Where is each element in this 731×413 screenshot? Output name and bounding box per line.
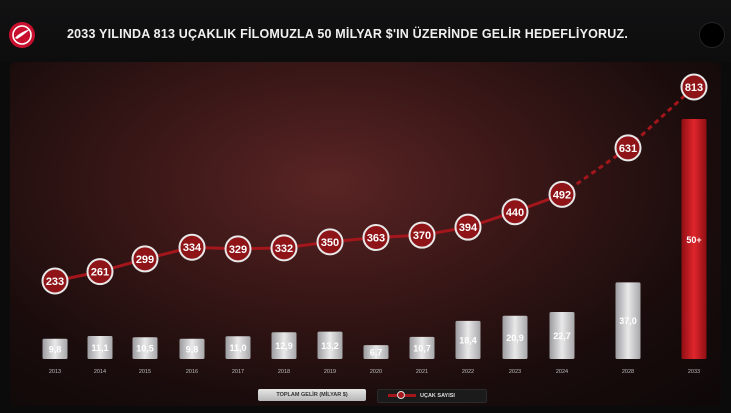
x-tick-2013: 2013 xyxy=(49,369,61,375)
aircraft-label-2018: 332 xyxy=(275,243,293,255)
bar-label-2016: 9,8 xyxy=(186,344,199,354)
x-tick-2019: 2019 xyxy=(324,369,336,375)
aircraft-marker-2016 xyxy=(178,233,206,261)
bar-label-2015: 10,5 xyxy=(136,344,154,354)
aircraft-label-2014: 261 xyxy=(91,267,109,279)
x-tick-2024: 2024 xyxy=(556,369,568,375)
bar-label-2028: 37,0 xyxy=(619,316,637,326)
aircraft-label-2023: 440 xyxy=(506,207,524,219)
bar-2013 xyxy=(42,338,68,359)
x-tick-2017: 2017 xyxy=(232,369,244,375)
bar-label-2021: 10,7 xyxy=(413,343,431,353)
bar-label-2022: 18,4 xyxy=(459,335,477,345)
legend-item-revenue: TOPLAM GELİR (MİLYAR $) xyxy=(258,389,366,401)
x-tick-2033: 2033 xyxy=(688,369,700,375)
x-tick-2016: 2016 xyxy=(186,369,198,375)
aircraft-label-2013: 233 xyxy=(46,276,64,288)
bar-2018 xyxy=(271,332,297,359)
aircraft-marker-2028 xyxy=(614,134,642,162)
aircraft-label-2017: 329 xyxy=(229,244,247,256)
bar-2020 xyxy=(363,345,389,359)
aircraft-label-2033: 813 xyxy=(685,82,703,94)
bar-2028 xyxy=(615,282,641,359)
bar-label-2018: 12,9 xyxy=(275,341,293,351)
aircraft-label-2019: 350 xyxy=(321,237,339,249)
aircraft-line-solid xyxy=(54,192,563,283)
x-tick-2014: 2014 xyxy=(94,369,106,375)
aircraft-marker-2013 xyxy=(41,267,69,295)
bar-label-2024: 22,7 xyxy=(553,331,571,341)
aircraft-marker-2021 xyxy=(408,221,436,249)
page-title: 2033 YILINDA 813 UÇAKLIK FİLOMUZLA 50 Mİ… xyxy=(67,27,629,41)
bar-label-2019: 13,2 xyxy=(321,341,339,351)
aircraft-marker-2019 xyxy=(316,228,344,256)
bar-label-2017: 11,0 xyxy=(229,343,246,353)
bar-2033 xyxy=(681,119,707,359)
bar-label-2023: 20,9 xyxy=(506,333,524,343)
legend-label-revenue: TOPLAM GELİR (MİLYAR $) xyxy=(276,392,348,398)
x-tick-2022: 2022 xyxy=(462,369,474,375)
aircraft-marker-2033 xyxy=(680,73,708,101)
bar-2024 xyxy=(549,312,575,359)
bar-label-2020: 6,7 xyxy=(370,348,383,358)
bar-label-2033: 50+ xyxy=(686,235,701,245)
aircraft-label-2015: 299 xyxy=(136,254,154,266)
aircraft-label-2016: 334 xyxy=(183,242,202,254)
bar-2021 xyxy=(409,336,435,359)
bar-2016 xyxy=(179,338,205,359)
x-tick-2015: 2015 xyxy=(139,369,151,375)
legend-marker-icon xyxy=(397,391,405,399)
x-tick-2020: 2020 xyxy=(370,369,382,375)
aircraft-marker-2020 xyxy=(362,224,390,252)
bar-2023 xyxy=(502,315,528,359)
aircraft-label-2020: 363 xyxy=(367,233,385,245)
aircraft-label-2022: 394 xyxy=(459,222,478,234)
aircraft-label-2028: 631 xyxy=(619,143,637,155)
bar-2014 xyxy=(87,336,113,359)
bar-label-2014: 11,1 xyxy=(91,343,108,353)
legend-item-aircraft: UÇAK SAYISI xyxy=(377,389,487,403)
aircraft-label-2021: 370 xyxy=(413,230,431,242)
aircraft-label-2024: 492 xyxy=(553,189,571,201)
aircraft-marker-2018 xyxy=(270,234,298,262)
aircraft-marker-2022 xyxy=(454,213,482,241)
bar-2015 xyxy=(132,337,158,359)
bar-2022 xyxy=(455,320,481,359)
turkish-airlines-logo-icon xyxy=(9,22,35,48)
x-tick-2018: 2018 xyxy=(278,369,290,375)
header: 2033 YILINDA 813 UÇAKLIK FİLOMUZLA 50 Mİ… xyxy=(0,0,731,62)
bar-2019 xyxy=(317,331,343,359)
aircraft-marker-2014 xyxy=(86,258,114,286)
bar-label-2013: 9,8 xyxy=(49,344,62,354)
aircraft-marker-2023 xyxy=(501,198,529,226)
aircraft-marker-2017 xyxy=(224,235,252,263)
bar-2017 xyxy=(225,336,251,359)
legend-label-aircraft: UÇAK SAYISI xyxy=(420,393,455,399)
x-tick-2021: 2021 xyxy=(416,369,428,375)
aircraft-marker-2024 xyxy=(548,180,576,208)
aircraft-marker-2015 xyxy=(131,245,159,273)
x-tick-2028: 2028 xyxy=(622,369,634,375)
x-tick-2023: 2023 xyxy=(509,369,521,375)
corner-button xyxy=(699,22,725,48)
